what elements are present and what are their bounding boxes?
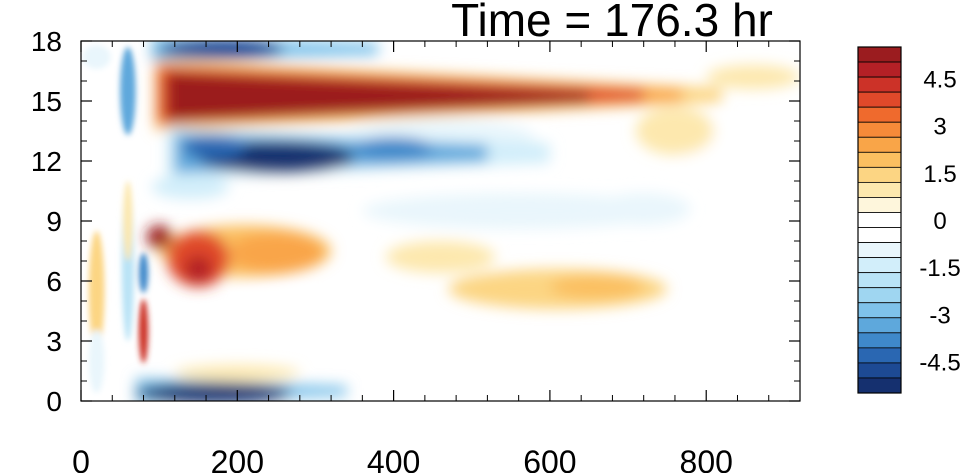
y-tick-label: 0	[46, 386, 62, 417]
x-tick-label: 400	[367, 444, 420, 473]
colorbar-box	[857, 272, 902, 289]
mid-negative-patch	[151, 175, 230, 199]
negative-band-core	[182, 135, 246, 159]
y-tick-label: 18	[31, 26, 62, 57]
colorbar-box	[857, 106, 902, 123]
x-tick-label: 200	[211, 444, 264, 473]
mid-positive-core	[146, 225, 172, 249]
weak-positive-patch	[635, 107, 715, 155]
colorbar-box	[857, 287, 902, 304]
colorbar-label: 0	[933, 208, 946, 235]
colorbar-box	[857, 61, 902, 78]
negative-band-core	[354, 137, 433, 161]
colorbar-label: -4.5	[919, 350, 960, 377]
weak-negative-patch	[237, 295, 332, 327]
colorbar-box	[857, 242, 902, 259]
colorbar-box	[857, 212, 902, 228]
colorbar-box	[857, 121, 902, 138]
colorbar-box	[857, 76, 902, 93]
colorbar-label: 1.5	[923, 161, 956, 188]
heatmap-field	[82, 41, 800, 401]
colorbar-box	[857, 136, 902, 153]
field-soft	[135, 41, 800, 401]
y-axis: 0 3 6 9 12 15 18	[31, 26, 800, 417]
colorbar-label: -1.5	[919, 255, 960, 282]
weak-positive-patch	[385, 241, 496, 273]
y-tick-label: 12	[31, 146, 62, 177]
colorbar-box	[857, 362, 902, 379]
colorbar-box	[857, 332, 902, 349]
mid-positive-band	[229, 233, 324, 273]
colorbar-box	[857, 181, 902, 198]
colorbar-box	[857, 91, 902, 108]
left-negative-streak	[120, 47, 136, 135]
colorbar-box	[857, 46, 902, 63]
y-tick-label: 3	[46, 326, 62, 357]
colorbar-box	[857, 227, 902, 243]
left-positive-streak	[88, 231, 105, 351]
weak-negative-patch	[362, 193, 675, 229]
colorbar-box	[857, 166, 902, 183]
colorbar-box	[857, 197, 902, 213]
x-axis: 0 200 400 600 800	[72, 41, 770, 473]
x-tick-label: 600	[523, 444, 576, 473]
chart-title: Time = 176.3 hr	[451, 0, 773, 46]
colorbar-label: 4.5	[923, 66, 956, 93]
colorbar-label: -3	[929, 302, 950, 329]
colorbar-frame	[857, 46, 902, 394]
y-tick-label: 6	[46, 266, 62, 297]
mid-positive-core	[184, 255, 213, 283]
colorbar-box	[857, 377, 902, 394]
left-negative-streak	[82, 45, 111, 69]
weak-positive-patch	[706, 65, 800, 89]
colorbar-box	[857, 347, 902, 364]
weak-positive-patch	[549, 275, 644, 299]
x-tick-label: 0	[72, 444, 90, 473]
positive-band-core	[166, 72, 589, 122]
left-negative-streak	[138, 253, 149, 293]
left-positive-streak	[138, 299, 149, 363]
colorbar-box	[857, 302, 902, 319]
y-tick-label: 9	[46, 206, 62, 237]
weak-negative-patch	[596, 193, 691, 225]
weak-negative-patch	[377, 329, 441, 393]
y-tick-label: 15	[31, 86, 62, 117]
colorbar-box	[857, 151, 902, 168]
colorbar-label: 3	[933, 114, 946, 141]
top-negative-core	[159, 41, 285, 59]
left-negative-streak	[88, 329, 105, 393]
colorbar: 4.5 3 1.5 0 -1.5 -3 -4.5	[857, 46, 961, 394]
field-sharp	[82, 45, 149, 393]
x-tick-label: 800	[680, 444, 733, 473]
colorbar-box	[857, 317, 902, 334]
weak-positive-patch	[174, 365, 300, 381]
left-positive-streak	[123, 181, 133, 261]
colorbar-box	[857, 257, 902, 274]
